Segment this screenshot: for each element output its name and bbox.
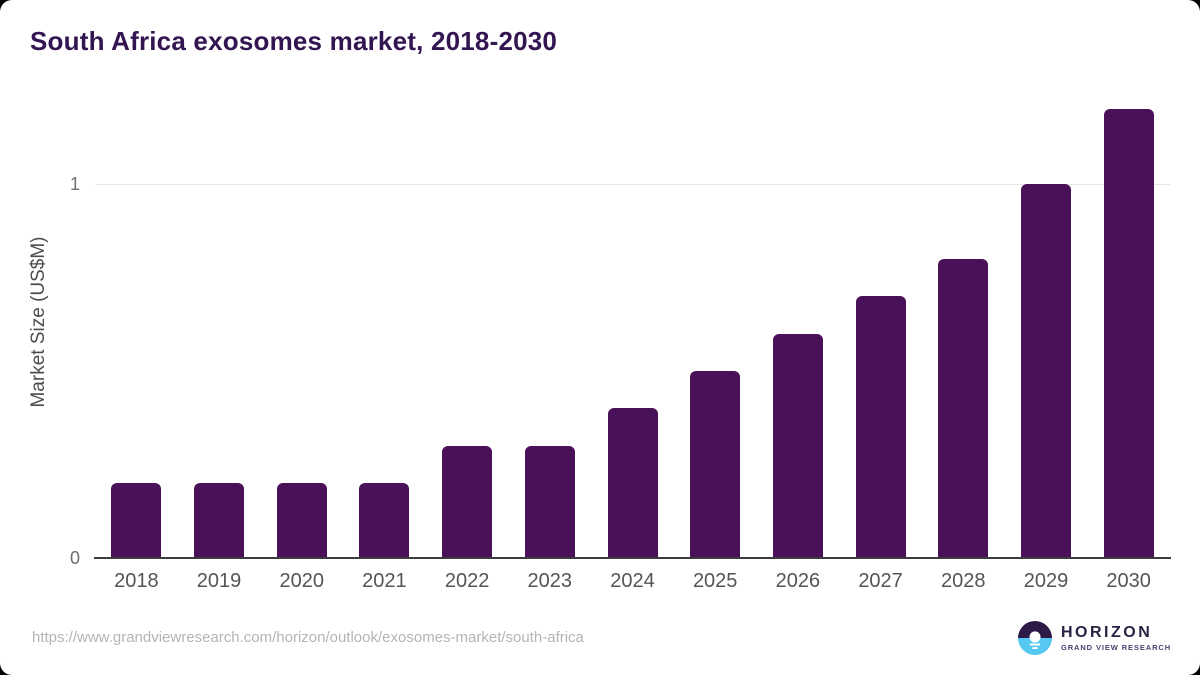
x-label-2023: 2023	[527, 570, 573, 592]
bar-2018	[111, 483, 162, 558]
y-axis-label: Market Size (US$M)	[28, 236, 49, 408]
bar-2022	[442, 446, 493, 558]
logo-brand: HORIZON	[1061, 623, 1153, 641]
x-label-2021: 2021	[362, 570, 407, 592]
x-label-2022: 2022	[444, 570, 490, 592]
x-label-2025: 2025	[692, 570, 738, 592]
x-label-2029: 2029	[1023, 570, 1069, 592]
x-label-2019: 2019	[196, 570, 242, 592]
horizon-logo: HORIZON GRAND VIEW RESEARCH	[1018, 621, 1171, 655]
bar-2027	[855, 296, 906, 558]
x-label-2030: 2030	[1106, 570, 1151, 592]
x-label-2027: 2027	[858, 570, 903, 592]
bar-2026	[772, 334, 823, 558]
y-tick-1: 1	[69, 174, 80, 194]
bar-2030	[1103, 109, 1154, 558]
bar-2020	[276, 483, 327, 558]
bar-2025	[690, 371, 741, 558]
bar-2019	[194, 483, 245, 558]
bar-2029	[1020, 184, 1071, 558]
horizon-sun-icon	[1018, 621, 1052, 655]
logo-sub-brand: GRAND VIEW RESEARCH	[1061, 642, 1172, 652]
bar-2028	[938, 259, 989, 558]
x-label-2028: 2028	[941, 570, 986, 592]
x-label-2024: 2024	[610, 570, 655, 592]
chart-title: South Africa exosomes market, 2018-2030	[30, 26, 558, 56]
x-label-2018: 2018	[114, 570, 159, 592]
x-label-2026: 2026	[775, 570, 821, 592]
bar-2021	[359, 483, 410, 558]
bar-2024	[607, 408, 658, 558]
y-tick-0: 0	[69, 548, 80, 568]
bar-2023	[524, 446, 575, 558]
logo-text: HORIZON GRAND VIEW RESEARCH	[1061, 623, 1172, 652]
gridline-value-1	[95, 184, 1170, 185]
x-label-2020: 2020	[279, 570, 324, 592]
x-axis-line	[94, 557, 1171, 559]
source-url: https://www.grandviewresearch.com/horizo…	[32, 629, 584, 646]
